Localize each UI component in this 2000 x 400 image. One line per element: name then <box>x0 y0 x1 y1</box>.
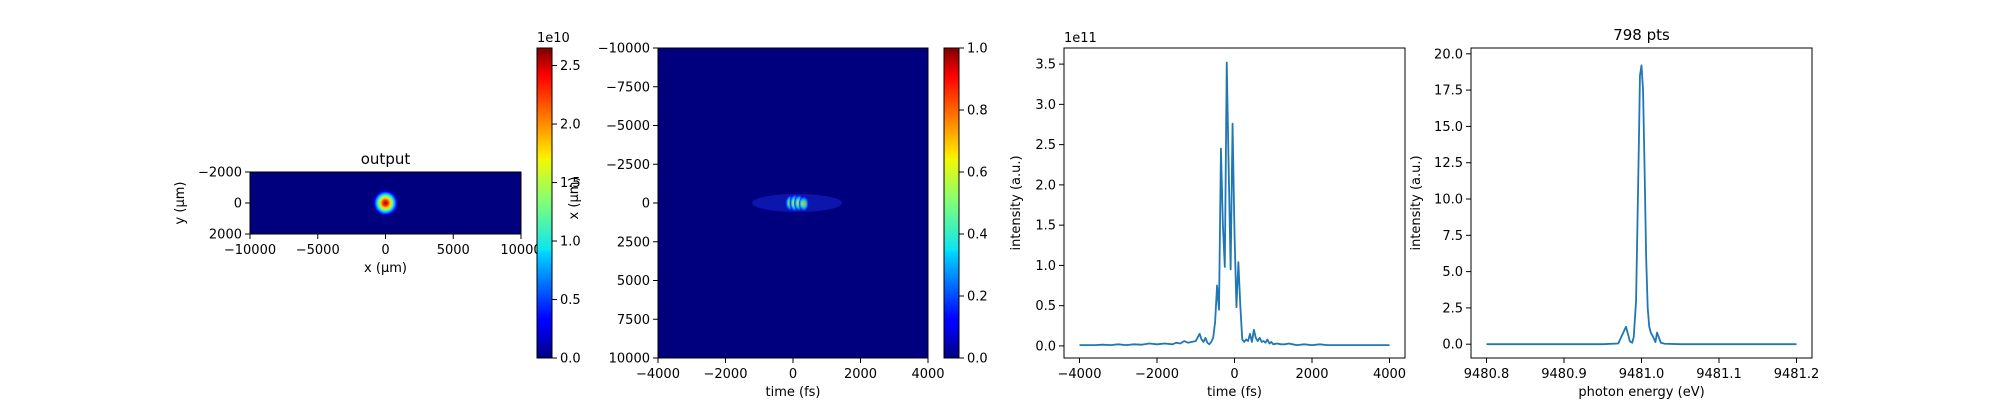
y-tick-label: 5.0 <box>1442 265 1463 280</box>
y-tick-label: 1.0 <box>1035 259 1056 274</box>
pulse-spot <box>798 195 810 213</box>
y-tick-label: 2.5 <box>1035 138 1056 153</box>
y-tick-label: 3.5 <box>1035 58 1056 73</box>
y-tick-label: −10000 <box>598 42 650 57</box>
y-tick-label: −2500 <box>606 158 650 173</box>
y-tick-label: 20.0 <box>1434 47 1463 62</box>
x-tick-label: 9481.2 <box>1774 367 1820 382</box>
x-tick-label: 10000 <box>500 243 541 258</box>
colorbar-tick-label: 1.0 <box>560 235 581 250</box>
heatmap-spots <box>752 193 843 213</box>
x-axis-label: time (fs) <box>766 385 821 400</box>
heatmap-spots <box>371 189 400 217</box>
colorbar-tick-label: 1.0 <box>967 42 988 57</box>
x-tick-label: −2000 <box>704 367 748 382</box>
y-tick-label: 7.5 <box>1442 229 1463 244</box>
colorbar-tick-label: 2.5 <box>560 59 581 74</box>
chart-title: 798 pts <box>1613 26 1670 44</box>
x-tick-label: −5000 <box>296 243 340 258</box>
x-axis-label: time (fs) <box>1207 385 1262 400</box>
x-tick-label: 9480.9 <box>1541 367 1587 382</box>
colorbar-tick-label: 0.8 <box>967 104 988 119</box>
chart-title: output <box>361 150 411 168</box>
y-tick-label: 2.5 <box>1442 301 1463 316</box>
time-intensity-line-panel: −4000 −2000 0 2000 4000 0.0 0.5 1.0 1.5 2.0 2.5 3.0… <box>1009 31 1406 400</box>
x-tick-label: 9481.1 <box>1696 367 1742 382</box>
y-tick-label: 5000 <box>617 274 650 289</box>
colorbar-gradient <box>536 47 553 359</box>
line3-frame <box>1470 47 1813 359</box>
y-tick-label: 0 <box>642 197 650 212</box>
normalized-colorbar: 0.0 0.2 0.4 0.6 0.8 1.0 <box>943 42 988 367</box>
y-tick-label: 7500 <box>617 313 650 328</box>
y-tick-label: 12.5 <box>1434 156 1463 171</box>
y-axis-label: x (μm) <box>567 177 582 220</box>
x-tick-label: 0 <box>789 367 797 382</box>
x-tick-label: 2000 <box>844 367 877 382</box>
output-heatmap-panel: −10000 −5000 0 5000 10000 −2000 0 2000 output x (… <box>173 150 542 276</box>
colorbar-tick-label: 2.0 <box>560 118 581 133</box>
y-tick-label: 2500 <box>617 235 650 250</box>
colorbar-tick-label: 0.5 <box>560 293 581 308</box>
colorbar-tick-label: 0.6 <box>967 166 988 181</box>
beam-spot <box>371 189 400 217</box>
y-tick-label: 15.0 <box>1434 120 1463 135</box>
spectrum-line-panel: 9480.8 9480.9 9481.0 9481.1 9481.2 0.0 2.5 5.0 7… <box>1409 26 1819 400</box>
y-tick-label: 10000 <box>609 352 650 367</box>
series-line <box>1079 61 1390 347</box>
y-tick-label: 3.0 <box>1035 98 1056 113</box>
x-tick-label: 9481.0 <box>1619 367 1665 382</box>
x-tick-label: 0 <box>381 243 389 258</box>
y-tick-label: 2.0 <box>1035 178 1056 193</box>
y-axis-label: y (μm) <box>173 182 188 225</box>
x-tick-label: 5000 <box>437 243 470 258</box>
y-tick-label: 0.0 <box>1442 338 1463 353</box>
y-axis-label: intensity (a.u.) <box>1409 155 1424 250</box>
x-tick-label: 9480.8 <box>1464 367 1510 382</box>
y-tick-label: 0.5 <box>1035 299 1056 314</box>
colorbar-tick-label: 0.0 <box>967 352 988 367</box>
colorbar-offset-label: 1e10 <box>537 31 570 46</box>
y-tick-label: 0 <box>234 197 242 212</box>
x-axis-label: photon energy (eV) <box>1578 385 1704 400</box>
colorbar-tick-label: 1.5 <box>560 176 581 191</box>
colorbar-tick-label: 0.2 <box>967 290 988 305</box>
y-tick-label: 2000 <box>209 228 242 243</box>
colorbar-tick-label: 0.0 <box>560 352 581 367</box>
x-tick-label: −4000 <box>636 367 680 382</box>
x-axis-label: x (μm) <box>364 261 407 276</box>
x-tick-label: −2000 <box>1135 367 1179 382</box>
x-tick-label: 4000 <box>911 367 944 382</box>
y-tick-label: 10.0 <box>1434 193 1463 208</box>
series-line <box>1486 64 1797 346</box>
axis-offset-label: 1e11 <box>1064 31 1097 46</box>
x-tick-label: −4000 <box>1058 367 1102 382</box>
y-tick-label: 0.0 <box>1035 339 1056 354</box>
x-tick-label: −10000 <box>224 243 276 258</box>
x-tick-label: 2000 <box>1295 367 1328 382</box>
colorbar-gradient <box>943 47 960 359</box>
output-colorbar: 0.0 0.5 1.0 1.5 2.0 2.5 1e10 <box>536 31 581 367</box>
y-tick-label: −7500 <box>606 80 650 95</box>
y-tick-label: −5000 <box>606 119 650 134</box>
colorbar-tick-label: 0.4 <box>967 228 988 243</box>
y-axis-label: intensity (a.u.) <box>1009 155 1024 250</box>
x-tick-label: 4000 <box>1373 367 1406 382</box>
x-tick-label: 0 <box>1230 367 1238 382</box>
y-tick-label: −2000 <box>198 166 242 181</box>
time-x-heatmap-panel: −4000 −2000 0 2000 4000 −10000 −7500 −5000 −2500… <box>567 42 945 400</box>
y-tick-label: 17.5 <box>1434 84 1463 99</box>
y-tick-label: 1.5 <box>1035 219 1056 234</box>
